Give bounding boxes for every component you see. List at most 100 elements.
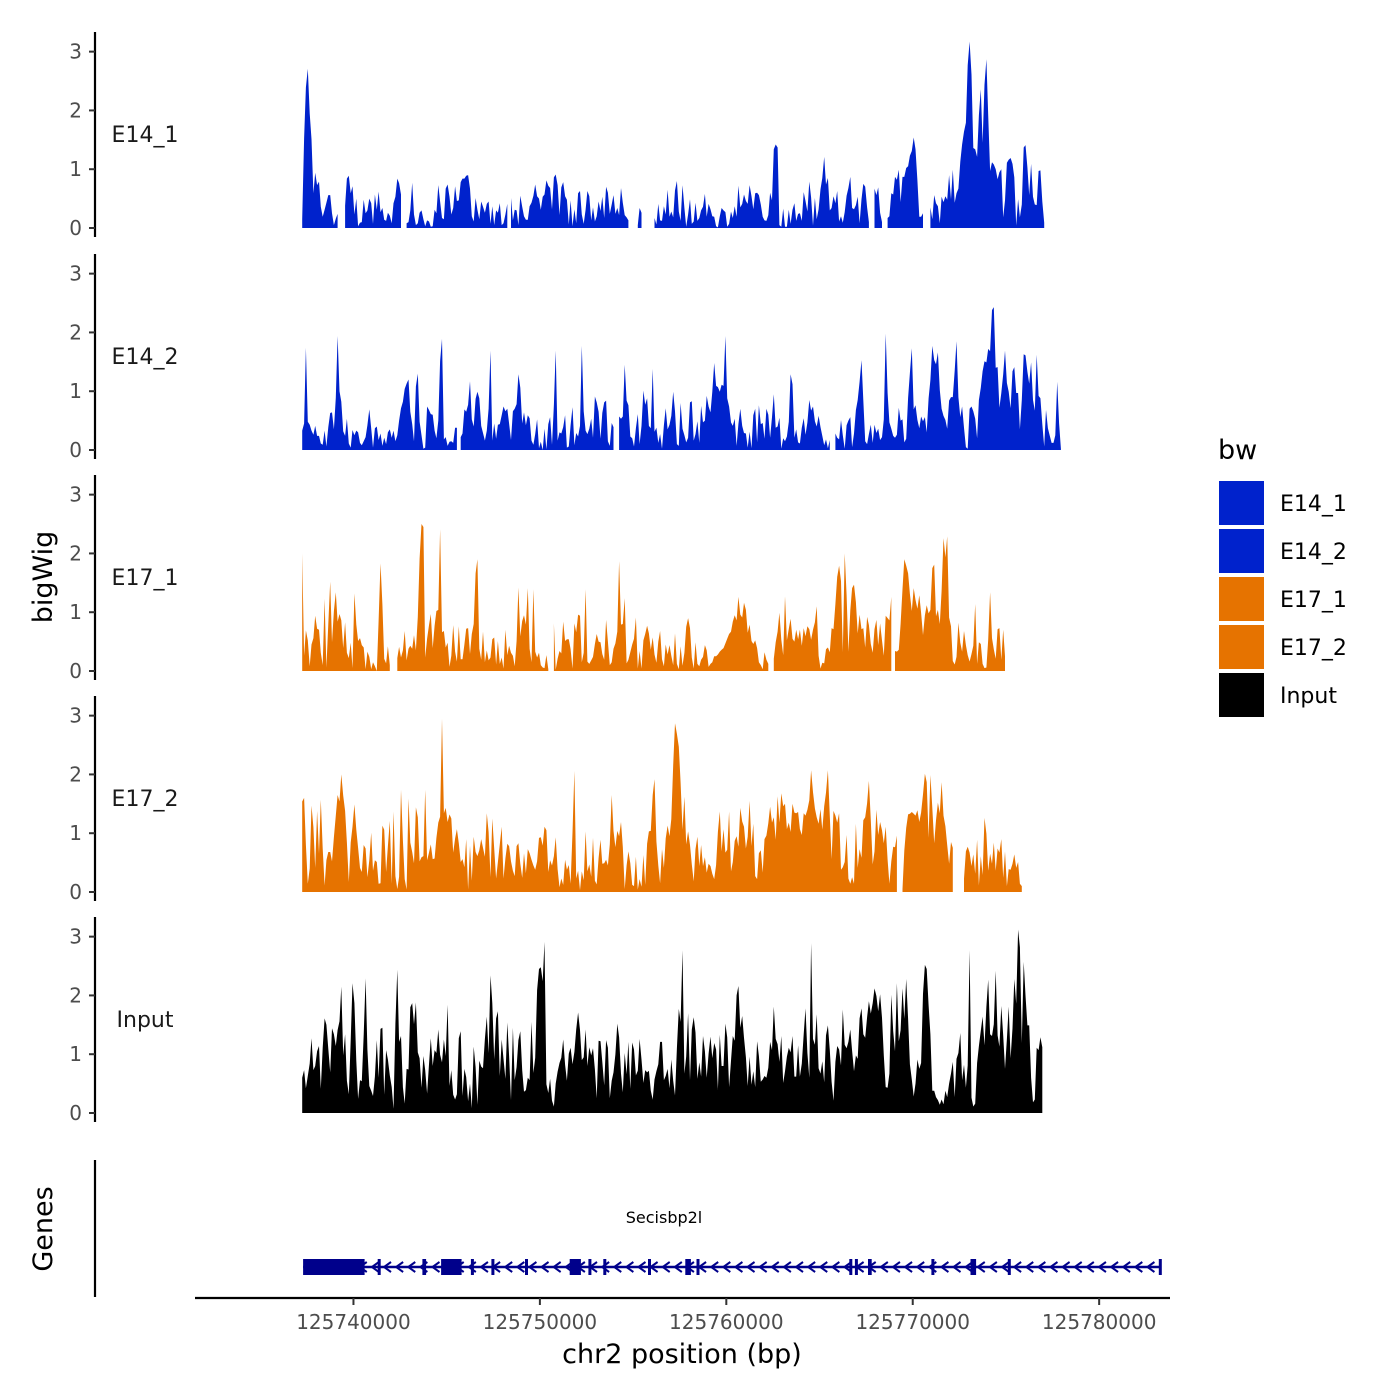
- strand-arrow: [733, 1261, 744, 1273]
- legend-label: E14_1: [1280, 492, 1347, 517]
- strand-arrow: [830, 1261, 840, 1273]
- coverage-area: [773, 553, 892, 671]
- y-tick-label: 1: [69, 157, 82, 181]
- strand-arrow: [1145, 1261, 1156, 1273]
- strand-arrow: [1000, 1261, 1010, 1273]
- strand-arrow: [806, 1261, 816, 1273]
- legend-swatch: [1219, 625, 1264, 669]
- gene-exon: [603, 1259, 607, 1275]
- strand-arrow: [527, 1261, 538, 1273]
- coverage-area: [302, 929, 1043, 1113]
- coverage-area: [302, 68, 338, 228]
- coverage-area: [406, 175, 508, 228]
- strand-arrow: [976, 1261, 986, 1273]
- legend-label: E17_1: [1280, 588, 1347, 613]
- gene-exon: [854, 1259, 858, 1275]
- coverage-area: [460, 345, 614, 450]
- coverage-area: [619, 336, 830, 450]
- y-tick-label: 0: [69, 438, 82, 462]
- coverage-area: [511, 174, 629, 228]
- strand-arrow: [770, 1261, 780, 1273]
- strand-arrow: [1109, 1261, 1119, 1273]
- y-tick-label: 0: [69, 216, 82, 240]
- gene-exon: [569, 1259, 581, 1275]
- coverage-area: [874, 187, 882, 228]
- strand-arrow: [939, 1261, 950, 1273]
- legend-swatch: [1219, 673, 1264, 717]
- y-tick-label: 3: [69, 262, 82, 286]
- y-axis-title: bigWig: [28, 531, 59, 624]
- strand-arrow: [612, 1261, 622, 1273]
- strand-arrow: [903, 1261, 913, 1273]
- coverage-area: [302, 553, 390, 671]
- legend-label: Input: [1280, 684, 1337, 709]
- coverage-area: [930, 41, 1045, 228]
- tracks-layer: 0 1 2 3 E14_1 0 1 2 3 E14_2 0 1 2 3 E17_1 0 1 2 3 E17_2 0 1 2 3…: [69, 32, 1061, 1125]
- coverage-area: [397, 524, 549, 671]
- strand-arrow: [782, 1261, 792, 1273]
- x-tick-label: 125750000: [483, 1310, 598, 1334]
- gene-exon: [868, 1259, 872, 1275]
- track-Input: 0 1 2 3 Input: [69, 917, 1043, 1125]
- coverage-area: [637, 208, 642, 228]
- strand-arrow: [818, 1261, 828, 1273]
- y-tick-label: 1: [69, 600, 82, 624]
- strand-arrow: [430, 1261, 441, 1273]
- strand-arrow: [539, 1261, 550, 1273]
- gene-exon: [696, 1259, 700, 1275]
- y-tick-label: 2: [69, 541, 82, 565]
- gene-exon: [685, 1259, 691, 1275]
- genes-layer: [93, 1160, 1162, 1297]
- x-tick-label: 125780000: [1042, 1310, 1157, 1334]
- strand-arrow: [1012, 1261, 1022, 1273]
- strand-arrow: [1097, 1261, 1107, 1273]
- strand-arrow: [879, 1261, 889, 1273]
- track-label: E14_1: [112, 123, 179, 148]
- y-tick-label: 3: [69, 704, 82, 728]
- track-E14_1: 0 1 2 3 E14_1: [69, 32, 1045, 240]
- strand-arrow: [1133, 1261, 1143, 1273]
- track-E17_1: 0 1 2 3 E17_1: [69, 475, 1005, 683]
- coverage-area: [654, 144, 869, 228]
- strand-arrow: [1121, 1261, 1131, 1273]
- strand-arrow: [394, 1261, 404, 1273]
- gene-exon: [525, 1259, 528, 1275]
- track-label: E17_1: [112, 566, 179, 591]
- strand-arrow: [1085, 1261, 1095, 1273]
- strand-arrow: [406, 1261, 416, 1273]
- coverage-area: [302, 718, 897, 892]
- y-tick-label: 2: [69, 762, 82, 786]
- track-label: Input: [117, 1008, 174, 1033]
- strand-arrow: [661, 1261, 671, 1273]
- gene-exon: [377, 1259, 381, 1275]
- strand-arrow: [891, 1261, 901, 1273]
- strand-arrow: [673, 1261, 683, 1273]
- coverage-area: [887, 137, 923, 228]
- track-E17_2: 0 1 2 3 E17_2: [69, 696, 1022, 904]
- y-tick-label: 3: [69, 925, 82, 949]
- strand-arrow: [1060, 1261, 1071, 1273]
- legend-swatch: [1219, 577, 1264, 621]
- gene-exon: [491, 1259, 495, 1275]
- y-tick-label: 2: [69, 983, 82, 1007]
- y-tick-label: 3: [69, 40, 82, 64]
- coverage-area: [302, 336, 457, 450]
- coverage-area: [835, 307, 1061, 450]
- gene-exon: [588, 1259, 592, 1275]
- strand-arrow: [600, 1261, 610, 1273]
- legend-label: E14_2: [1280, 540, 1347, 565]
- gene-exon: [648, 1259, 651, 1275]
- strand-arrow: [963, 1261, 974, 1273]
- strand-arrow: [794, 1261, 804, 1273]
- coverage-area: [895, 536, 1005, 671]
- strand-arrow: [503, 1261, 513, 1273]
- strand-arrow: [709, 1261, 719, 1273]
- y-tick-label: 2: [69, 320, 82, 344]
- coverage-area: [964, 817, 1022, 892]
- strand-arrow: [1036, 1261, 1046, 1273]
- strand-arrow: [757, 1261, 768, 1273]
- coverage-area: [553, 561, 769, 671]
- gene-exon: [1158, 1259, 1162, 1275]
- y-tick-label: 3: [69, 483, 82, 507]
